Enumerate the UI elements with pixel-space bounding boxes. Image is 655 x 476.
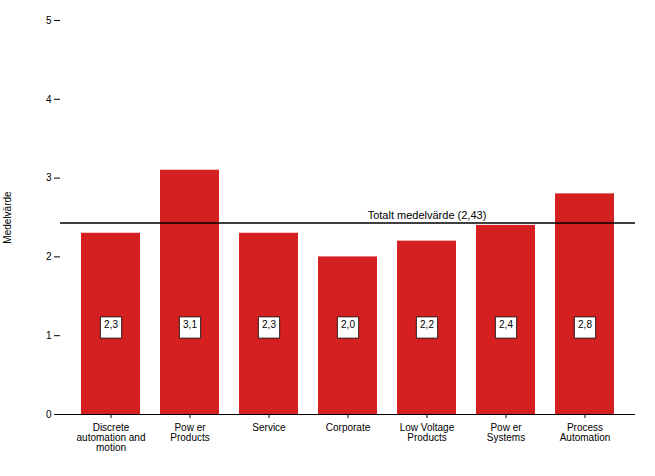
svg-text:2,3: 2,3 [262,319,276,330]
svg-text:2: 2 [46,251,52,262]
svg-text:1: 1 [46,330,52,341]
svg-text:2,2: 2,2 [420,319,434,330]
svg-text:5: 5 [46,15,52,26]
svg-text:Service: Service [252,422,286,433]
svg-text:Discreteautomation andmotion: Discreteautomation andmotion [77,422,146,453]
svg-text:ProcessAutomation: ProcessAutomation [560,422,611,443]
svg-text:2,3: 2,3 [104,319,118,330]
svg-text:Totalt medelvärde (2,43): Totalt medelvärde (2,43) [368,209,487,221]
svg-text:3: 3 [46,172,52,183]
svg-text:2,0: 2,0 [341,319,355,330]
svg-text:Medelvärde: Medelvärde [2,191,13,244]
svg-text:Pow erSystems: Pow erSystems [487,422,525,443]
svg-text:2,8: 2,8 [578,319,592,330]
svg-text:3,1: 3,1 [183,319,197,330]
svg-text:Pow erProducts: Pow erProducts [170,422,209,443]
svg-text:0: 0 [46,409,52,420]
svg-text:Low VoltageProducts: Low VoltageProducts [400,422,455,443]
svg-text:Corporate: Corporate [326,422,371,433]
svg-text:2,4: 2,4 [499,319,513,330]
svg-text:4: 4 [46,94,52,105]
